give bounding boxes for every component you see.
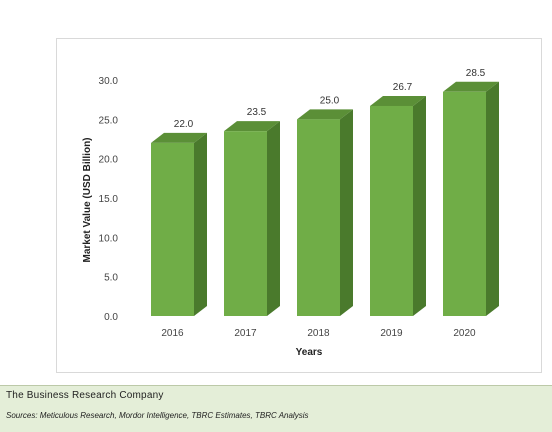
y-tick-label: 30.0	[99, 76, 119, 87]
y-tick-label: 25.0	[99, 115, 119, 126]
data-label: 23.5	[247, 107, 267, 118]
y-tick-label: 10.0	[99, 233, 119, 244]
bar-top	[224, 121, 280, 132]
bar-top	[370, 95, 426, 106]
bar-side	[486, 81, 499, 316]
bar: 22.0	[151, 119, 207, 316]
x-axis-ticks: 2016 2017 2018 2019 2020	[161, 328, 476, 339]
x-tick-label: 2019	[380, 328, 403, 339]
data-label: 28.5	[466, 68, 486, 79]
x-tick-label: 2016	[161, 328, 184, 339]
bar-front	[443, 91, 486, 316]
data-label: 26.7	[393, 82, 413, 93]
bar: 28.5	[443, 68, 499, 316]
y-tick-label: 20.0	[99, 155, 119, 166]
footer-company-name: The Business Research Company	[6, 390, 164, 401]
bar-front	[297, 119, 340, 316]
footer-sources: Sources: Meticulous Research, Mordor Int…	[6, 411, 309, 420]
chart-area: 0.0 5.0 10.0 15.0 20.0 25.0 30.0 22.0 23.5 25.0 2…	[56, 38, 542, 373]
bar-top	[297, 109, 353, 120]
y-tick-label: 0.0	[104, 312, 118, 323]
x-tick-label: 2018	[307, 328, 330, 339]
data-label: 22.0	[174, 119, 194, 130]
bar-top	[151, 132, 207, 143]
bar-front	[224, 131, 267, 316]
x-tick-label: 2020	[453, 328, 476, 339]
bar-front	[151, 142, 194, 316]
bar: 26.7	[370, 82, 426, 317]
bar: 23.5	[224, 107, 280, 316]
y-axis-ticks: 0.0 5.0 10.0 15.0 20.0 25.0 30.0	[99, 76, 119, 323]
y-axis-title: Market Value (USD Billion)	[82, 137, 93, 262]
x-axis-title: Years	[296, 347, 323, 358]
bar-side	[340, 109, 353, 316]
footer: The Business Research Company Sources: M…	[0, 385, 552, 432]
data-label: 25.0	[320, 95, 340, 106]
bar-chart: 0.05.010.015.020.025.030.0 22.023.525.02…	[82, 68, 499, 358]
bar: 25.0	[297, 95, 353, 316]
bar-series: 22.0 23.5 25.0 26.7 28.5	[151, 68, 499, 317]
bar-side	[194, 132, 207, 316]
y-tick-label: 15.0	[99, 194, 119, 205]
x-tick-label: 2017	[234, 328, 257, 339]
y-tick-label: 5.0	[104, 273, 118, 284]
bar-side	[413, 95, 426, 317]
bar-side	[267, 121, 280, 316]
bar-front	[370, 105, 413, 317]
bar-top	[443, 81, 499, 92]
